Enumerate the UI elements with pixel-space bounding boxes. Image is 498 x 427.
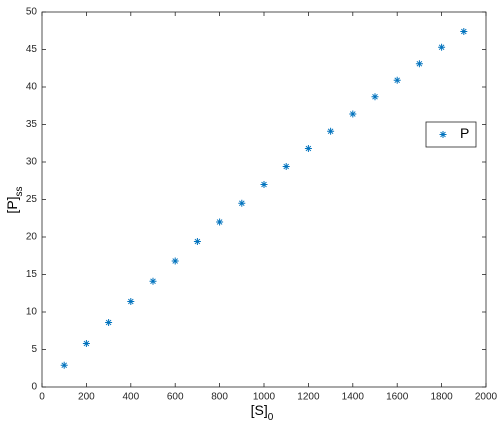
marker-stroke (105, 319, 112, 326)
marker-stroke (261, 181, 267, 188)
legend-box (425, 121, 477, 148)
marker-stroke (327, 128, 334, 135)
y-tick-label: 0 (31, 382, 37, 393)
y-tick-label: 25 (26, 194, 38, 205)
point (105, 319, 113, 326)
marker-stroke (460, 28, 467, 35)
x-tick-label: 2000 (475, 392, 498, 403)
marker-stroke (194, 238, 201, 245)
x-tick-label: 200 (78, 392, 95, 403)
x-tick-label: 1000 (253, 392, 276, 403)
point (171, 257, 179, 265)
x-tick-label: 1600 (386, 392, 409, 403)
marker-stroke (150, 278, 156, 285)
y-tick-label: 40 (26, 82, 38, 93)
point (82, 340, 90, 347)
legend-marker (439, 131, 447, 138)
marker-stroke (416, 60, 423, 67)
legend-label: P (460, 125, 469, 141)
marker-stroke (283, 163, 290, 170)
marker-stroke (216, 219, 223, 225)
point (149, 277, 157, 285)
marker-stroke (127, 298, 134, 305)
point (304, 145, 312, 152)
y-tick-label: 50 (26, 7, 38, 18)
x-tick-label: 600 (167, 392, 184, 403)
point (415, 60, 423, 68)
point (282, 163, 290, 170)
marker-stroke (172, 258, 179, 264)
point (193, 238, 201, 245)
y-tick-label: 5 (31, 344, 37, 355)
point (349, 110, 357, 118)
x-tick-label: 1400 (342, 392, 365, 403)
point (460, 28, 468, 35)
x-tick-label: 400 (122, 392, 139, 403)
y-tick-label: 45 (26, 44, 38, 55)
y-tick-label: 10 (26, 307, 38, 318)
point (238, 199, 246, 207)
x-tick-label: 0 (39, 392, 45, 403)
marker-stroke (83, 340, 90, 347)
point (438, 43, 446, 51)
x-tick-label: 800 (211, 392, 228, 403)
marker-stroke (394, 77, 401, 84)
point (327, 127, 335, 135)
marker-stroke (238, 200, 245, 207)
y-tick-label: 20 (26, 232, 38, 243)
point (393, 76, 401, 84)
x-axis-label: [S]0 (251, 402, 274, 423)
x-tick-label: 1200 (297, 392, 320, 403)
marker-stroke (349, 111, 356, 117)
marker-stroke (305, 145, 312, 152)
marker-stroke (440, 131, 446, 138)
y-axis-label: [P]ss (4, 186, 25, 213)
marker-stroke (372, 93, 378, 100)
marker-stroke (61, 362, 68, 369)
point (260, 181, 268, 188)
x-tick-label: 1800 (430, 392, 453, 403)
point (60, 361, 68, 369)
point (216, 218, 224, 226)
y-tick-label: 30 (26, 157, 38, 168)
marker-stroke (438, 44, 445, 51)
y-tick-label: 35 (26, 119, 38, 130)
y-tick-label: 15 (26, 269, 38, 280)
point (371, 93, 379, 101)
point (127, 298, 135, 305)
